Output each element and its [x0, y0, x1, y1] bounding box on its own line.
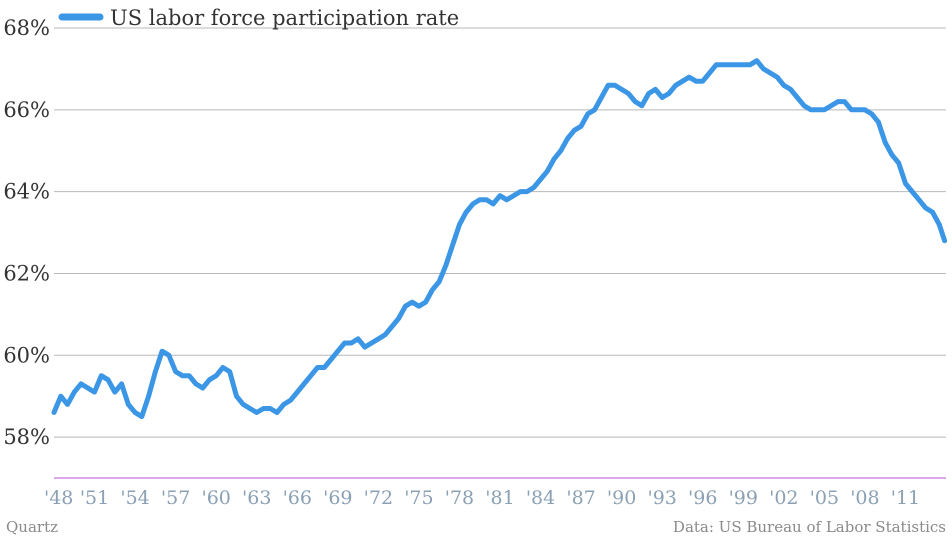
- legend: US labor force participation rate: [58, 6, 459, 30]
- x-tick-label: '66: [283, 487, 312, 509]
- series-line: [51, 58, 948, 420]
- x-tick-label: '11: [891, 487, 920, 509]
- x-tick-label: '08: [850, 487, 879, 509]
- x-tick-label: '75: [404, 487, 433, 509]
- y-tick-label: 62%: [3, 261, 50, 285]
- x-tick-label: '96: [688, 487, 717, 509]
- x-tick-label: '54: [120, 487, 149, 509]
- y-tick-label: 64%: [3, 180, 50, 204]
- footer-source-left: Quartz: [6, 518, 58, 536]
- x-tick-label: '81: [485, 487, 514, 509]
- x-tick-label: '87: [566, 487, 595, 509]
- x-tick-label: '99: [729, 487, 758, 509]
- y-axis: 58% 60% 62% 64% 66% 68%: [3, 16, 50, 449]
- x-tick-label: '78: [445, 487, 474, 509]
- x-tick-label: '57: [161, 487, 190, 509]
- x-tick-label: '51: [80, 487, 109, 509]
- gridlines: [54, 27, 946, 438]
- y-tick-label: 60%: [3, 343, 50, 367]
- x-tick-label: '93: [647, 487, 676, 509]
- y-tick-label: 68%: [3, 16, 50, 40]
- x-tick-label: '02: [769, 487, 798, 509]
- x-tick-label: '69: [323, 487, 352, 509]
- y-tick-label: 66%: [3, 98, 50, 122]
- series-layer: [51, 58, 948, 420]
- x-tick-label: '90: [607, 487, 636, 509]
- x-tick-label: '63: [242, 487, 271, 509]
- y-tick-label: 58%: [3, 425, 50, 449]
- x-tick-label: '72: [364, 487, 393, 509]
- x-tick-label: '48: [44, 487, 73, 509]
- x-tick-label: '05: [810, 487, 839, 509]
- x-tick-label: '84: [526, 487, 555, 509]
- legend-label: US labor force participation rate: [110, 6, 459, 30]
- footer-source-right: Data: US Bureau of Labor Statistics: [673, 518, 946, 536]
- x-tick-label: '60: [201, 487, 230, 509]
- x-axis: '48 '51 '54 '57 '60 '63 '66 '69 '72 '75 '78 '81 '84 '…: [44, 487, 920, 509]
